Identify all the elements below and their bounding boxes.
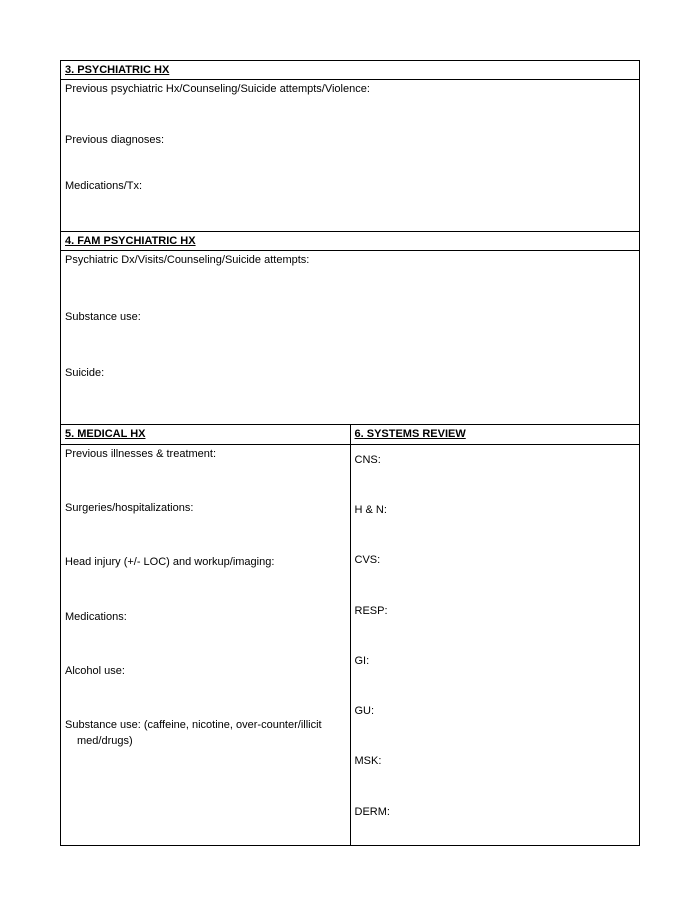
substance-use-label: Substance use: xyxy=(65,310,635,324)
medical-form-table: 3. PSYCHIATRIC HX Previous psychiatric H… xyxy=(60,60,640,846)
head-injury-label: Head injury (+/- LOC) and workup/imaging… xyxy=(65,555,346,609)
section-6-header: 6. SYSTEMS REVIEW xyxy=(350,425,640,444)
section-4-header: 4. FAM PSYCHIATRIC HX xyxy=(61,232,640,251)
section-5-title: 5. MEDICAL HX xyxy=(65,428,145,440)
surgeries-label: Surgeries/hospitalizations: xyxy=(65,501,346,555)
medications-tx-label: Medications/Tx: xyxy=(65,179,635,193)
spacer xyxy=(65,195,635,229)
prev-diag-label: Previous diagnoses: xyxy=(65,133,635,147)
prev-psych-label: Previous psychiatric Hx/Counseling/Suici… xyxy=(65,82,635,96)
gu-label: GU: xyxy=(355,698,636,748)
msk-label: MSK: xyxy=(355,748,636,798)
prev-illness-label: Previous illnesses & treatment: xyxy=(65,447,346,501)
suicide-label: Suicide: xyxy=(65,366,635,380)
derm-label: DERM: xyxy=(355,799,636,843)
spacer xyxy=(65,270,635,310)
section-4-body: Psychiatric Dx/Visits/Counseling/Suicide… xyxy=(61,251,640,425)
hn-label: H & N: xyxy=(355,497,636,547)
resp-label: RESP: xyxy=(355,598,636,648)
section-5-header: 5. MEDICAL HX xyxy=(61,425,351,444)
medications-label: Medications: xyxy=(65,610,346,664)
alcohol-use-label: Alcohol use: xyxy=(65,664,346,718)
section-3-body: Previous psychiatric Hx/Counseling/Suici… xyxy=(61,80,640,232)
spacer xyxy=(65,382,635,422)
form-page: 3. PSYCHIATRIC HX Previous psychiatric H… xyxy=(0,0,695,886)
psych-dx-label: Psychiatric Dx/Visits/Counseling/Suicide… xyxy=(65,253,635,267)
section-4-title: 4. FAM PSYCHIATRIC HX xyxy=(65,235,196,247)
section-3-title: 3. PSYCHIATRIC HX xyxy=(65,64,169,76)
spacer xyxy=(65,326,635,366)
gi-label: GI: xyxy=(355,648,636,698)
section-5-body: Previous illnesses & treatment: Surgerie… xyxy=(61,444,351,845)
spacer xyxy=(65,99,635,133)
spacer xyxy=(65,149,635,179)
section-6-body: CNS: H & N: CVS: RESP: GI: GU: MSK: DERM… xyxy=(350,444,640,845)
substance-use-line1: Substance use: (caffeine, nicotine, over… xyxy=(65,718,346,732)
cns-label: CNS: xyxy=(355,447,636,497)
section-6-title: 6. SYSTEMS REVIEW xyxy=(355,428,466,440)
substance-use-line2: med/drugs) xyxy=(65,734,346,776)
section-3-header: 3. PSYCHIATRIC HX xyxy=(61,61,640,80)
cvs-label: CVS: xyxy=(355,547,636,597)
